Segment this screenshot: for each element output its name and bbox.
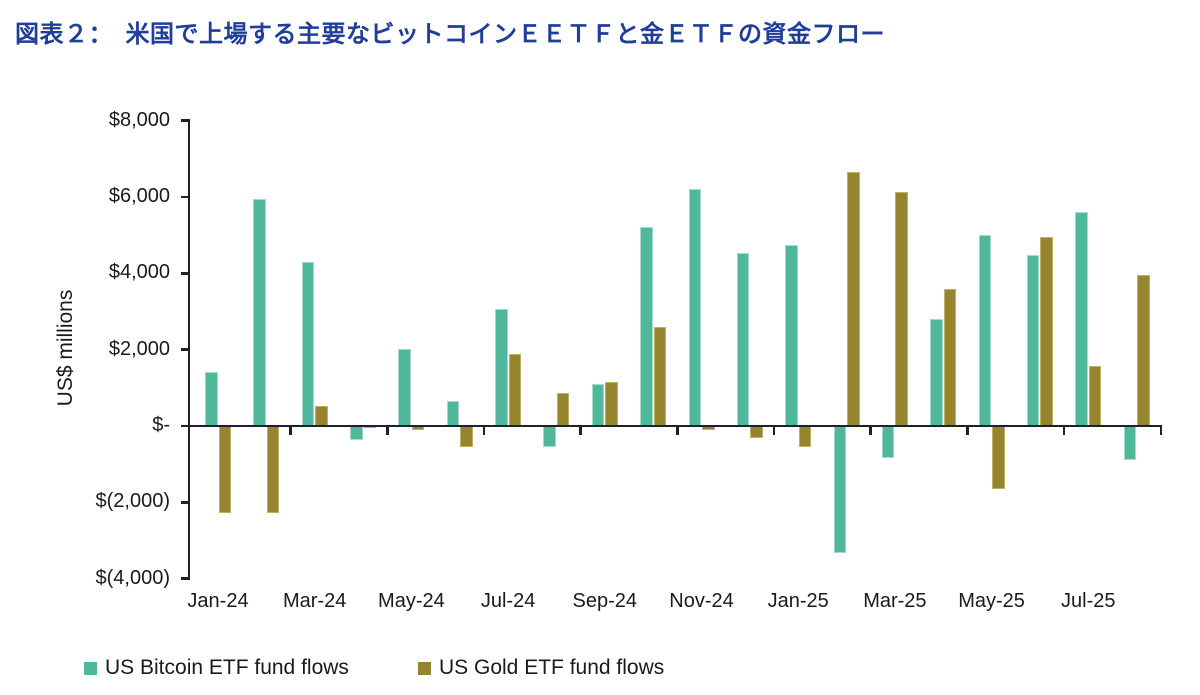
x-axis-tick [966, 427, 969, 435]
y-axis-tick [180, 195, 190, 199]
x-axis-tick [385, 427, 389, 435]
bar-bitcoin-nov-24 [688, 189, 701, 426]
y-axis-tick [180, 348, 190, 351]
y-tick-label: $(4,000) [95, 566, 171, 589]
bar-bitcoin-may-25 [978, 234, 992, 426]
bar-gold-jan-24 [218, 425, 231, 513]
bitcoin-legend-swatch [84, 661, 97, 675]
bar-bitcoin-mar-24 [301, 261, 315, 426]
x-axis-line [187, 424, 1163, 428]
x-axis-tick [772, 427, 776, 435]
x-axis-tick [676, 427, 679, 435]
bar-bitcoin-apr-25 [930, 318, 943, 426]
bar-bitcoin-dec-24 [736, 253, 750, 426]
x-axis-tick [289, 427, 292, 435]
legend-item-bitcoin: US Bitcoin ETF fund flows [84, 656, 349, 680]
bitcoin-legend-label: US Bitcoin ETF fund flows [105, 656, 349, 679]
legend-item-gold: US Gold ETF fund flows [418, 656, 664, 680]
figure-title: 図表２： 米国で上場する主要なビットコインＥＥＴＦと金ＥＴＦの資金フロー [15, 21, 885, 48]
y-tick-label: $4,000 [108, 261, 170, 284]
bar-gold-feb-25 [847, 171, 860, 426]
x-tick-label: May-25 [958, 590, 1025, 612]
bar-gold-jul-24 [508, 353, 522, 426]
gold-legend-label: US Gold ETF fund flows [439, 656, 665, 679]
y-axis-tick [180, 271, 190, 275]
y-axis-tick [180, 119, 190, 122]
gold-legend-swatch [418, 661, 431, 675]
bar-gold-jul-25 [1088, 365, 1102, 426]
bar-gold-aug-25 [1137, 274, 1150, 426]
bar-bitcoin-jun-24 [446, 401, 460, 426]
x-tick-label: May-24 [378, 590, 445, 612]
bar-bitcoin-may-24 [398, 348, 411, 426]
y-axis-tick [180, 424, 190, 428]
x-tick-label: Jul-25 [1061, 590, 1116, 612]
x-tick-label: Jan-24 [187, 590, 249, 612]
bar-gold-may-25 [992, 425, 1005, 489]
bar-bitcoin-jul-24 [495, 309, 508, 426]
y-tick-label: $(2,000) [95, 490, 171, 513]
x-tick-label: Jan-25 [767, 590, 829, 612]
bar-bitcoin-jul-25 [1075, 211, 1088, 426]
x-tick-label: Nov-24 [669, 590, 734, 612]
y-tick-label: $8,000 [108, 108, 170, 131]
bar-bitcoin-jan-24 [205, 372, 218, 426]
bar-gold-feb-24 [266, 425, 280, 513]
bar-gold-oct-24 [653, 326, 667, 426]
bar-bitcoin-apr-24 [350, 425, 363, 441]
y-tick-label: $- [152, 413, 170, 436]
bar-gold-jun-24 [460, 425, 473, 448]
bar-gold-aug-24 [556, 393, 570, 426]
bar-gold-jun-25 [1040, 237, 1053, 426]
bar-bitcoin-oct-24 [640, 227, 653, 426]
x-axis-tick [482, 427, 486, 435]
x-axis-tick [1159, 427, 1163, 435]
bar-bitcoin-sep-24 [591, 383, 605, 426]
y-tick-label: $6,000 [108, 184, 170, 207]
bar-bitcoin-feb-24 [253, 198, 266, 426]
x-axis-tick [869, 427, 873, 435]
bar-bitcoin-mar-25 [881, 425, 895, 459]
x-tick-label: Jul-24 [480, 590, 536, 612]
bar-gold-mar-25 [895, 191, 908, 426]
bar-bitcoin-aug-24 [543, 425, 556, 447]
x-tick-label: Mar-25 [863, 590, 927, 612]
x-tick-label: Sep-24 [572, 590, 638, 612]
bar-bitcoin-aug-25 [1123, 425, 1137, 461]
bar-bitcoin-jan-25 [785, 244, 798, 426]
bar-gold-apr-25 [943, 288, 957, 426]
x-axis-tick [1062, 427, 1066, 435]
x-tick-label: Mar-24 [283, 590, 347, 612]
bar-gold-jan-25 [798, 425, 812, 447]
bar-gold-sep-24 [605, 382, 618, 426]
y-tick-label: $2,000 [108, 337, 170, 360]
bar-bitcoin-jun-25 [1026, 255, 1040, 426]
bar-gold-dec-24 [750, 425, 763, 438]
bar-bitcoin-feb-25 [833, 425, 847, 553]
x-axis-tick [579, 427, 582, 435]
bar-gold-mar-24 [315, 406, 328, 426]
y-axis-tick [180, 577, 190, 580]
y-axis-tick [180, 500, 190, 504]
